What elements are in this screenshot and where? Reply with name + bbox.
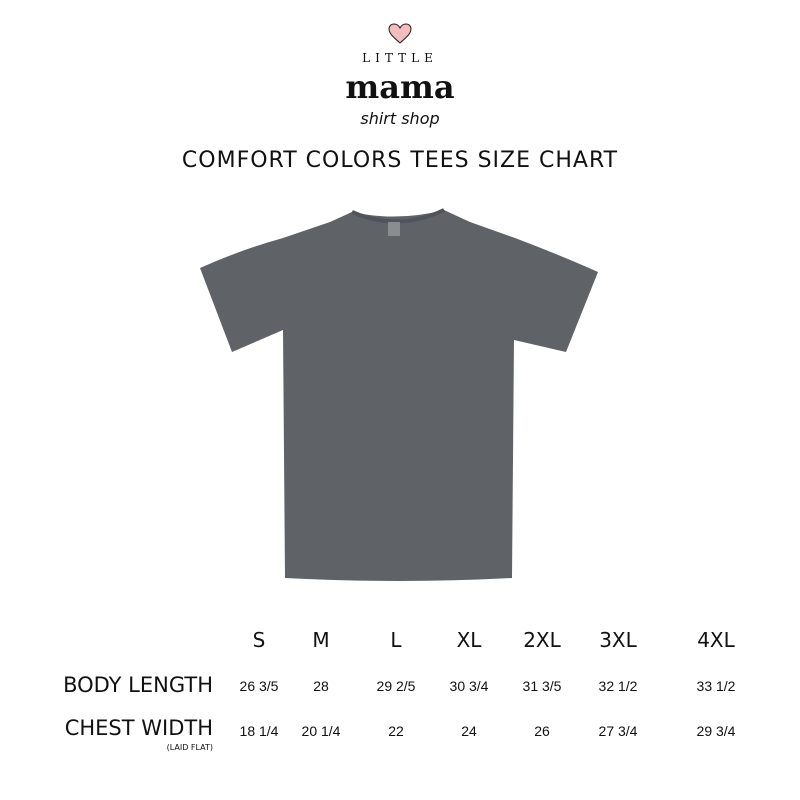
chest-width-s: 18 1/4 <box>239 723 279 739</box>
shirt-tag <box>388 222 400 236</box>
chest-width-xl: 24 <box>461 723 477 739</box>
chest-width-m: 20 1/4 <box>301 723 341 739</box>
page-title: COMFORT COLORS TEES SIZE CHART <box>181 148 619 173</box>
body-length-m: 28 <box>313 678 329 694</box>
logo-shirt-shop: shirt shop <box>360 109 440 128</box>
body-length-3xl: 32 1/2 <box>598 678 638 694</box>
brand-logo: LITTLE mama shirt shop <box>300 18 500 140</box>
logo-little: LITTLE <box>362 51 438 65</box>
size-header-m: M <box>312 628 330 652</box>
chest-width-3xl: 27 3/4 <box>598 723 638 739</box>
row-label-chest-width: CHEST WIDTH <box>64 716 213 740</box>
body-length-s: 26 3/5 <box>239 678 279 694</box>
chest-width-4xl: 29 3/4 <box>696 723 736 739</box>
chest-width-l: 22 <box>388 723 404 739</box>
size-header-xl: XL <box>456 628 482 652</box>
chest-width-2xl: 26 <box>534 723 550 739</box>
logo-mama: mama <box>345 68 455 106</box>
body-length-l: 29 2/5 <box>376 678 416 694</box>
size-header-4xl: 4XL <box>697 628 735 652</box>
body-length-2xl: 31 3/5 <box>522 678 562 694</box>
size-header-2xl: 2XL <box>523 628 561 652</box>
body-length-xl: 30 3/4 <box>449 678 489 694</box>
tshirt-image <box>200 208 598 581</box>
heart-icon <box>388 23 412 44</box>
row-label-body-length: BODY LENGTH <box>63 673 213 697</box>
body-length-4xl: 33 1/2 <box>696 678 736 694</box>
row-sublabel-laid-flat: (LAID FLAT) <box>166 743 213 752</box>
size-header-l: L <box>390 628 402 652</box>
size-header-3xl: 3XL <box>599 628 637 652</box>
size-header-s: S <box>252 628 266 652</box>
